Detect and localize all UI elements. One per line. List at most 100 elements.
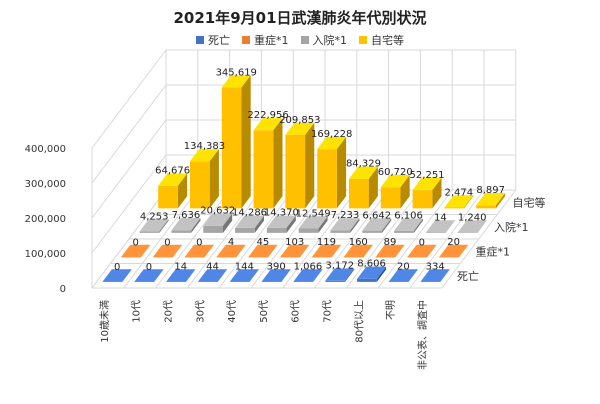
legend-item-death: 死亡 — [196, 32, 230, 48]
y-tick-label: 0 — [60, 284, 66, 295]
bar-side-3-5 — [336, 136, 347, 209]
bar-3-8 — [412, 190, 433, 209]
bar-top-2-5 — [298, 216, 328, 229]
bar-top-2-1 — [171, 218, 201, 231]
bar-3-2 — [221, 87, 242, 209]
data-label-3-4: 209,853 — [279, 115, 320, 126]
data-label-1-6: 119 — [317, 237, 336, 248]
bar-side-2-3 — [254, 215, 264, 233]
bar-side-1-6 — [331, 244, 341, 258]
bar-3-7 — [380, 187, 401, 209]
series-axis-label: 入院*1 — [494, 220, 529, 234]
bar-top-1-8 — [375, 244, 405, 257]
data-label-0-7: 3,172 — [325, 261, 354, 272]
x-tick-label: 10代 — [131, 300, 143, 323]
bar-side-0-8 — [376, 266, 386, 282]
bar-top-2-0 — [139, 219, 169, 232]
bar-top-1-3 — [216, 244, 246, 257]
bar-side-0-3 — [217, 269, 227, 282]
data-label-2-8: 6,106 — [394, 211, 423, 222]
bar-side-1-2 — [204, 244, 214, 258]
data-label-3-0: 64,676 — [155, 166, 190, 177]
y-tick-label: 400,000 — [25, 144, 66, 155]
x-tick-label: 不明 — [385, 300, 397, 320]
bar-top-1-7 — [343, 244, 373, 257]
bar-2-8 — [394, 230, 414, 233]
bar-top-1-0 — [121, 244, 151, 257]
chart-title: 2021年9月01日武漢肺炎年代別状況 — [173, 9, 427, 27]
data-label-3-8: 52,251 — [410, 170, 445, 181]
bar-3-9 — [444, 207, 465, 209]
side-wall-gridline — [91, 154, 167, 254]
series-axis-label: 死亡 — [457, 269, 479, 283]
bar-0-7 — [325, 280, 345, 282]
bar-2-3 — [235, 227, 255, 233]
x-tick-label: 非公表、調査中 — [416, 300, 429, 370]
x-tick-label: 10歳未満 — [99, 300, 111, 343]
bar-side-2-2 — [223, 213, 233, 233]
data-label-0-1: 0 — [146, 262, 152, 273]
legend-label-severe: 重症*1 — [254, 34, 289, 47]
bar-3-4 — [285, 134, 306, 209]
bar-top-2-9 — [425, 220, 455, 233]
legend-label-death: 死亡 — [208, 34, 230, 47]
legend-swatch-home — [359, 36, 367, 44]
side-wall-gridline — [91, 119, 167, 219]
data-label-2-0: 4,253 — [140, 211, 169, 222]
bar-3-0 — [158, 185, 178, 209]
data-label-3-9: 2,474 — [445, 187, 474, 198]
x-tick-label: 60代 — [290, 300, 302, 323]
bar-top-0-3 — [198, 269, 227, 282]
bar-top-1-1 — [153, 244, 182, 257]
bar-2-2 — [203, 225, 223, 233]
bar-3-3 — [253, 130, 274, 209]
bar-side-1-0 — [140, 244, 151, 258]
legend-swatch-hospitalized — [300, 36, 309, 44]
bar-side-1-9 — [427, 244, 437, 258]
bar-3-10 — [476, 205, 496, 209]
data-label-3-7: 60,720 — [378, 167, 413, 178]
bar-top-3-2 — [221, 75, 251, 88]
bar-side-3-7 — [400, 174, 410, 209]
data-label-2-2: 20,632 — [200, 206, 235, 217]
bar-side-3-6 — [368, 166, 378, 209]
bar-top-3-4 — [285, 122, 315, 135]
bar-top-3-8 — [412, 177, 442, 191]
bar-top-3-1 — [190, 149, 219, 162]
bar-side-3-0 — [177, 173, 188, 209]
bar-2-0 — [139, 231, 160, 233]
x-tick-label: 40代 — [226, 300, 238, 323]
bar-0-8 — [357, 278, 377, 282]
bar-side-3-2 — [241, 75, 251, 209]
bar-top-2-7 — [362, 218, 392, 231]
bar-side-3-3 — [273, 118, 283, 209]
bar-side-2-6 — [350, 218, 360, 233]
legend-swatch-death — [196, 36, 204, 44]
bar-2-7 — [362, 230, 382, 233]
bar-side-2-5 — [318, 216, 328, 233]
x-tick-label: 80代以上 — [353, 300, 365, 343]
bar-side-0-6 — [313, 269, 323, 282]
bar-side-3-8 — [432, 177, 442, 209]
data-label-3-5: 169,228 — [311, 129, 352, 140]
data-label-3-2: 345,619 — [216, 67, 257, 78]
data-label-0-9: 20 — [397, 262, 410, 273]
bar-top-0-8 — [357, 266, 386, 279]
bar-top-1-9 — [407, 244, 437, 257]
bar-side-2-4 — [286, 215, 296, 233]
bar-top-2-3 — [235, 215, 264, 228]
data-label-0-5: 390 — [267, 262, 286, 273]
bar-top-2-8 — [394, 218, 423, 231]
bar-2-5 — [298, 228, 319, 233]
data-label-2-3: 14,286 — [232, 208, 267, 219]
bar-side-0-9 — [408, 269, 418, 282]
side-wall-gridline — [91, 84, 167, 184]
side-wall-gridline — [91, 49, 167, 149]
data-label-2-6: 7,233 — [331, 210, 360, 221]
data-label-1-5: 103 — [285, 237, 304, 248]
bar-top-1-4 — [248, 244, 278, 257]
bar-side-1-10 — [458, 244, 469, 258]
bar-top-2-6 — [330, 218, 360, 231]
data-label-2-7: 6,642 — [362, 210, 391, 221]
